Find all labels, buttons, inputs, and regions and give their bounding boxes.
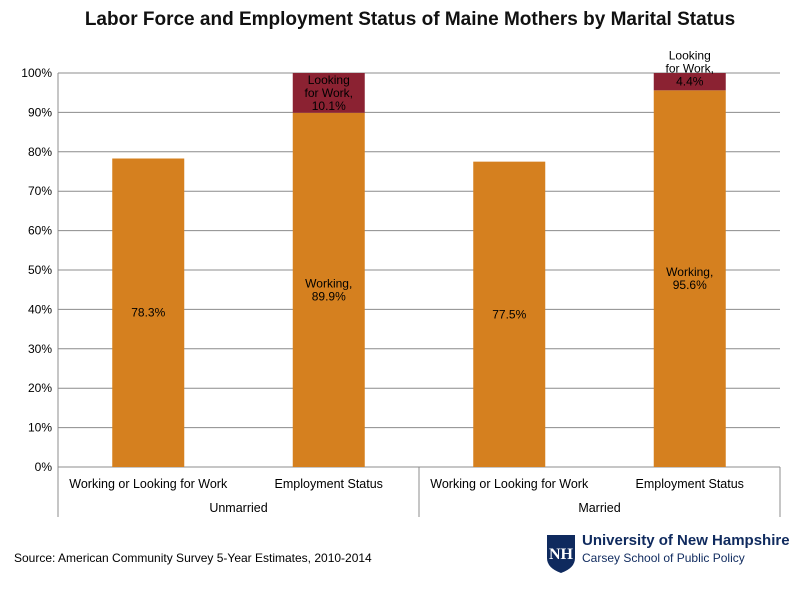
y-tick-label: 80% (28, 145, 52, 159)
svg-text:NH: NH (549, 546, 574, 563)
x-category-label: Working or Looking for Work (430, 477, 589, 491)
x-group-label: Unmarried (209, 501, 267, 515)
y-tick-label: 90% (28, 105, 52, 119)
y-tick-label: 0% (35, 460, 53, 474)
unh-school: Carsey School of Public Policy (582, 551, 745, 565)
bar-segment (292, 112, 365, 467)
y-tick-label: 30% (28, 342, 52, 356)
bar-segment (473, 161, 546, 467)
x-category-label: Employment Status (275, 477, 383, 491)
bar-segment (653, 90, 726, 467)
data-label: 77.5% (492, 307, 526, 321)
bar-chart: 0% 10% 20% 30% 40% 50% 60% 70% 80% 90% 100% 78.3% Wo… (21, 48, 781, 517)
bar-segment (292, 73, 365, 113)
data-label: Looking for Work, 10.1% (305, 73, 353, 113)
y-tick-label: 70% (28, 184, 52, 198)
bar-segment (653, 73, 726, 91)
data-label: Working, 89.9% (305, 276, 352, 303)
data-label: 78.3% (131, 306, 165, 320)
y-tick-label: 50% (28, 263, 52, 277)
unh-shield-icon: NH (547, 535, 575, 573)
y-tick-label: 20% (28, 381, 52, 395)
bar-segment (112, 158, 185, 468)
x-category-label: Employment Status (636, 477, 744, 491)
source-note: Source: American Community Survey 5-Year… (14, 551, 372, 565)
y-tick-label: 100% (21, 66, 52, 80)
chart-title: Labor Force and Employment Status of Mai… (84, 9, 736, 30)
y-tick-label: 40% (28, 302, 52, 316)
data-label: Working, 95.6% (666, 265, 713, 292)
unh-name: University of New Hampshire (582, 532, 790, 549)
y-tick-label: 10% (28, 421, 52, 435)
x-group-label: Married (578, 501, 620, 515)
y-tick-label: 60% (28, 224, 52, 238)
x-category-label: Working or Looking for Work (69, 477, 228, 491)
unh-logo: NH University of New Hampshire Carsey Sc… (546, 532, 790, 582)
data-label: Looking for Work, 4.4% (666, 48, 714, 88)
